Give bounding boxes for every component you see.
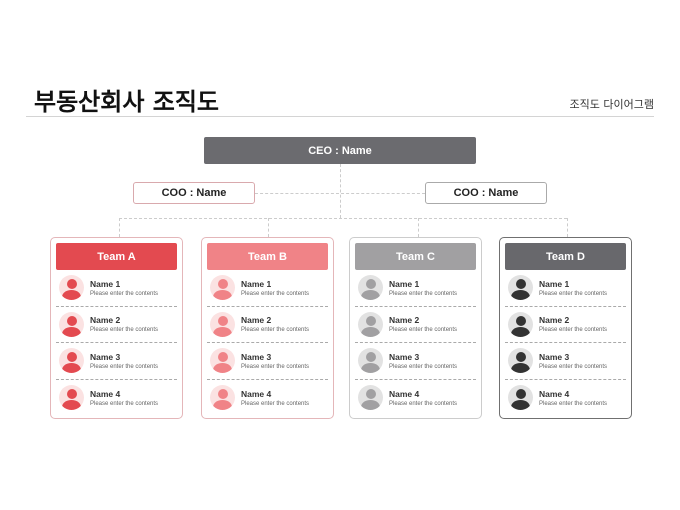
avatar-icon bbox=[59, 275, 84, 301]
member-description: Please enter the contents bbox=[539, 327, 608, 334]
member-name: Name 2 bbox=[389, 315, 420, 326]
member-name: Name 4 bbox=[389, 388, 420, 399]
page-subtitle: 조직도 다이어그램 bbox=[569, 98, 654, 111]
member-name: Name 1 bbox=[539, 278, 570, 289]
list-item: Name 4 Please enter the contents bbox=[207, 380, 328, 417]
connector bbox=[119, 218, 567, 219]
member-name: Name 4 bbox=[90, 388, 121, 399]
member-description: Please enter the contents bbox=[241, 400, 310, 407]
member-description: Please enter the contents bbox=[389, 290, 458, 297]
team-card: Team B Name 1 Please enter the contents … bbox=[201, 237, 334, 419]
member-description: Please enter the contents bbox=[539, 290, 608, 297]
avatar-icon bbox=[59, 385, 84, 411]
avatar-icon bbox=[358, 311, 383, 337]
list-item: Name 3 Please enter the contents bbox=[355, 343, 476, 380]
member-description: Please enter the contents bbox=[241, 327, 310, 334]
team-header: Team A bbox=[56, 243, 177, 270]
list-item: Name 2 Please enter the contents bbox=[207, 307, 328, 343]
member-description: Please enter the contents bbox=[90, 400, 159, 407]
member-name: Name 2 bbox=[90, 315, 121, 326]
member-name: Name 1 bbox=[389, 278, 420, 289]
member-description: Please enter the contents bbox=[389, 363, 458, 370]
member-name: Name 4 bbox=[539, 388, 570, 399]
list-item: Name 3 Please enter the contents bbox=[505, 343, 626, 380]
member-description: Please enter the contents bbox=[539, 363, 608, 370]
team-card: Team A Name 1 Please enter the contents … bbox=[50, 237, 183, 419]
member-name: Name 1 bbox=[90, 278, 121, 289]
list-item: Name 1 Please enter the contents bbox=[56, 270, 177, 307]
member-name: Name 3 bbox=[389, 351, 420, 362]
member-description: Please enter the contents bbox=[389, 400, 458, 407]
avatar-icon bbox=[210, 348, 235, 374]
avatar-icon bbox=[210, 275, 235, 301]
member-name: Name 3 bbox=[539, 351, 570, 362]
list-item: Name 3 Please enter the contents bbox=[56, 343, 177, 380]
connector bbox=[119, 218, 120, 237]
avatar-icon bbox=[508, 311, 533, 337]
team-card: Team D Name 1 Please enter the contents … bbox=[499, 237, 632, 419]
member-description: Please enter the contents bbox=[241, 363, 310, 370]
list-item: Name 1 Please enter the contents bbox=[505, 270, 626, 307]
list-item: Name 4 Please enter the contents bbox=[56, 380, 177, 417]
member-name: Name 3 bbox=[90, 351, 121, 362]
member-name: Name 3 bbox=[241, 351, 272, 362]
avatar-icon bbox=[59, 311, 84, 337]
list-item: Name 2 Please enter the contents bbox=[505, 307, 626, 343]
list-item: Name 1 Please enter the contents bbox=[207, 270, 328, 307]
member-description: Please enter the contents bbox=[539, 400, 608, 407]
avatar-icon bbox=[508, 275, 533, 301]
list-item: Name 3 Please enter the contents bbox=[207, 343, 328, 380]
avatar-icon bbox=[358, 275, 383, 301]
member-name: Name 1 bbox=[241, 278, 272, 289]
member-description: Please enter the contents bbox=[241, 290, 310, 297]
avatar-icon bbox=[59, 348, 84, 374]
list-item: Name 4 Please enter the contents bbox=[355, 380, 476, 417]
team-header: Team B bbox=[207, 243, 328, 270]
member-name: Name 2 bbox=[539, 315, 570, 326]
avatar-icon bbox=[358, 385, 383, 411]
list-item: Name 4 Please enter the contents bbox=[505, 380, 626, 417]
member-name: Name 4 bbox=[241, 388, 272, 399]
list-item: Name 1 Please enter the contents bbox=[355, 270, 476, 307]
divider bbox=[26, 116, 654, 117]
avatar-icon bbox=[508, 385, 533, 411]
connector bbox=[418, 218, 419, 237]
connector bbox=[340, 164, 341, 218]
avatar-icon bbox=[210, 311, 235, 337]
list-item: Name 2 Please enter the contents bbox=[355, 307, 476, 343]
coo-box-left: COO : Name bbox=[133, 182, 255, 204]
connector bbox=[255, 193, 425, 194]
coo-box-right: COO : Name bbox=[425, 182, 547, 204]
list-item: Name 2 Please enter the contents bbox=[56, 307, 177, 343]
ceo-box: CEO : Name bbox=[204, 137, 476, 164]
member-description: Please enter the contents bbox=[90, 327, 159, 334]
member-description: Please enter the contents bbox=[90, 290, 159, 297]
connector bbox=[567, 218, 568, 237]
avatar-icon bbox=[358, 348, 383, 374]
team-card: Team C Name 1 Please enter the contents … bbox=[349, 237, 482, 419]
team-header: Team C bbox=[355, 243, 476, 270]
team-header: Team D bbox=[505, 243, 626, 270]
member-name: Name 2 bbox=[241, 315, 272, 326]
avatar-icon bbox=[210, 385, 235, 411]
member-description: Please enter the contents bbox=[389, 327, 458, 334]
member-description: Please enter the contents bbox=[90, 363, 159, 370]
avatar-icon bbox=[508, 348, 533, 374]
page-title: 부동산회사 조직도 bbox=[34, 88, 219, 116]
connector bbox=[268, 218, 269, 237]
